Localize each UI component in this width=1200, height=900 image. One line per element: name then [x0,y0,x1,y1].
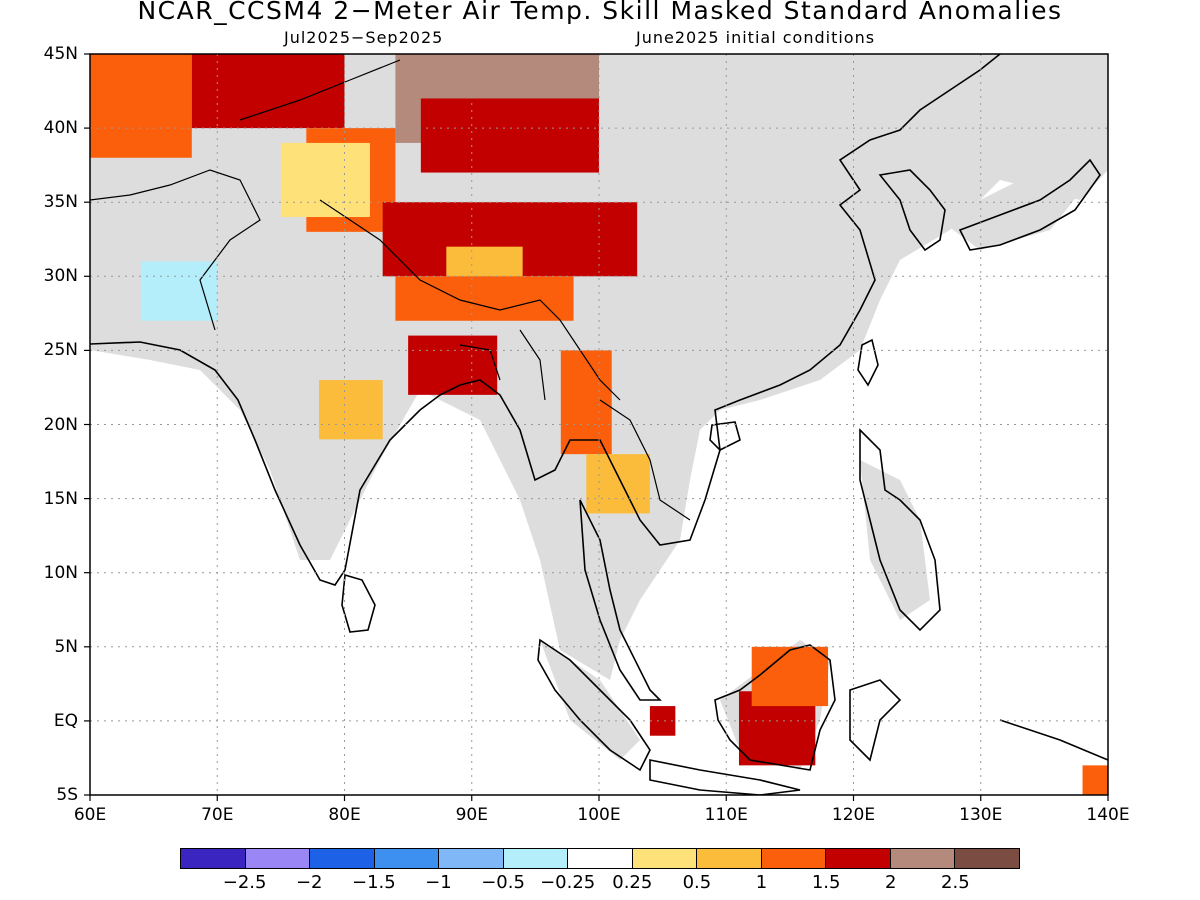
anomaly-region-3 [280,142,370,218]
colorbar-cell [697,849,762,868]
anomaly-region-16 [1082,765,1108,795]
philippines-coastline [859,428,941,632]
anomaly-region-12 [586,454,650,514]
lat-label: 5N [54,636,78,657]
colorbar-label: 1 [755,872,768,893]
hainan-coastline [709,421,741,451]
colorbar-label: −1.5 [351,872,396,893]
lat-label: 10N [43,562,78,583]
anomaly-region-0 [90,54,192,158]
lat-label: 30N [43,266,78,287]
lat-label: EQ [53,710,78,731]
colorbar-label: −2.5 [222,872,267,893]
colorbar-cell [890,849,956,868]
period-subtitle: Jul2025−Sep2025 [284,28,444,47]
colorbar-label: 2.5 [941,872,970,893]
lon-label: 70E [201,805,234,825]
lat-label: 40N [43,118,78,139]
colorbar-cell [568,849,633,868]
colorbar-label: −2 [295,872,323,893]
sumatra-coastline [537,638,651,772]
japan-mask [940,160,1090,250]
taiwan-coastline [857,338,879,387]
japan-coastline [958,158,1101,251]
sulawesi-coastline [849,679,902,762]
lat-label: 5S [56,785,78,805]
colorbar-cell [761,849,827,868]
anomaly-region-5 [420,98,599,173]
colorbar-label: 0.5 [682,872,712,893]
colorbar-cell [439,849,504,868]
lat-label: 20N [43,414,78,435]
malay-peninsula-coastline [579,499,662,701]
lon-label: 140E [1086,805,1130,825]
sumatra-mask [540,640,640,760]
anomaly-region-8 [395,276,574,321]
lon-label: 90E [455,805,488,825]
colorbar-label: 1.5 [811,872,841,893]
colorbar-cell [955,849,1019,868]
lon-label: 120E [831,805,876,825]
colorbar-label: −0.25 [540,872,596,893]
colorbar-label: −1 [425,872,452,893]
lon-label: 60E [73,805,107,825]
colorbar-cell [310,849,375,868]
lat-label: 35N [43,192,78,213]
lat-label: 25N [43,340,78,361]
lon-label: 80E [328,805,361,825]
colorbar-cell [245,849,311,868]
colorbar-cell [374,849,440,868]
lon-label: 130E [959,805,1003,825]
colorbar [180,848,1020,869]
lon-label: 110E [704,805,748,825]
colorbar-cell [632,849,698,868]
colorbar-cell [503,849,569,868]
map-title: NCAR_CCSM4 2−Meter Air Temp. Skill Maske… [137,0,1063,25]
lon-label: 100E [577,805,621,825]
lat-label: 15N [43,488,78,509]
colorbar-label: −0.5 [481,872,525,893]
philippines-mask [860,460,930,620]
srilanka-coastline [341,573,376,633]
colorbar-cell [181,849,246,868]
java-coastline [649,759,801,795]
tick-marks [84,53,1109,801]
colorbar-label: 0.25 [612,872,653,893]
anomaly-region-9 [408,335,498,395]
anomaly-region-10 [319,380,383,440]
init-subtitle: June2025 initial conditions [636,28,876,47]
coastlines-layer [90,54,1108,795]
anomaly-region-1 [191,54,345,129]
korea-coastline [878,169,946,252]
anomaly-region-14 [751,646,829,707]
colorbar-label: 2 [885,872,897,893]
colorbar-cell [826,849,891,868]
newguinea-coastline [999,719,1108,761]
anomaly-layer [90,54,1108,795]
asia-coastline [90,54,1001,586]
lat-label: 45N [43,44,78,64]
borneo-coastline [714,644,836,771]
gridlines-layer [90,54,1108,795]
anomaly-region-17 [140,261,218,321]
